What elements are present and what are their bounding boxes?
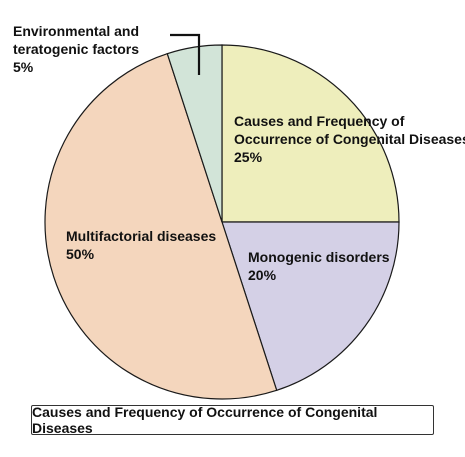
- slice-labels: Causes and Frequency of Occurrence of Con…: [13, 23, 465, 283]
- slice-label-line: 20%: [248, 267, 277, 283]
- slice-label-line: Environmental and: [13, 23, 139, 39]
- pie-slice-causes-and-frequency-of-occurrence-of-congenital-diseases: [221, 44, 400, 223]
- slice-label-0: Causes and Frequency of Occurrence of Con…: [234, 113, 465, 165]
- slice-label-line: Multifactorial diseases: [66, 228, 216, 244]
- pie-slice-environmental-and-teratogenic-factors: [166, 44, 223, 223]
- slice-label-line: teratogenic factors: [13, 41, 139, 57]
- slice-label-1: Monogenic disorders 20%: [248, 249, 390, 283]
- slice-label-line: 25%: [234, 149, 263, 165]
- slice-label-line: Occurrence of Congenital Diseases: [234, 131, 465, 147]
- slice-label-line: Monogenic disorders: [248, 249, 390, 265]
- callout-bracket: [170, 33, 201, 75]
- slice-label-line: 50%: [66, 246, 95, 262]
- pie-slice-monogenic-disorders: [221, 221, 400, 392]
- slice-label-line: 5%: [13, 59, 34, 75]
- pie-slices: [44, 44, 400, 400]
- chart-caption: Causes and Frequency of Occurrence of Co…: [31, 404, 434, 436]
- pie-slice-multifactorial-diseases: [44, 52, 278, 400]
- slice-label-line: Causes and Frequency of: [234, 113, 405, 129]
- slice-label-2: Multifactorial diseases 50%: [66, 228, 216, 262]
- slice-label-3: Environmental and teratogenic factors 5%: [13, 23, 139, 75]
